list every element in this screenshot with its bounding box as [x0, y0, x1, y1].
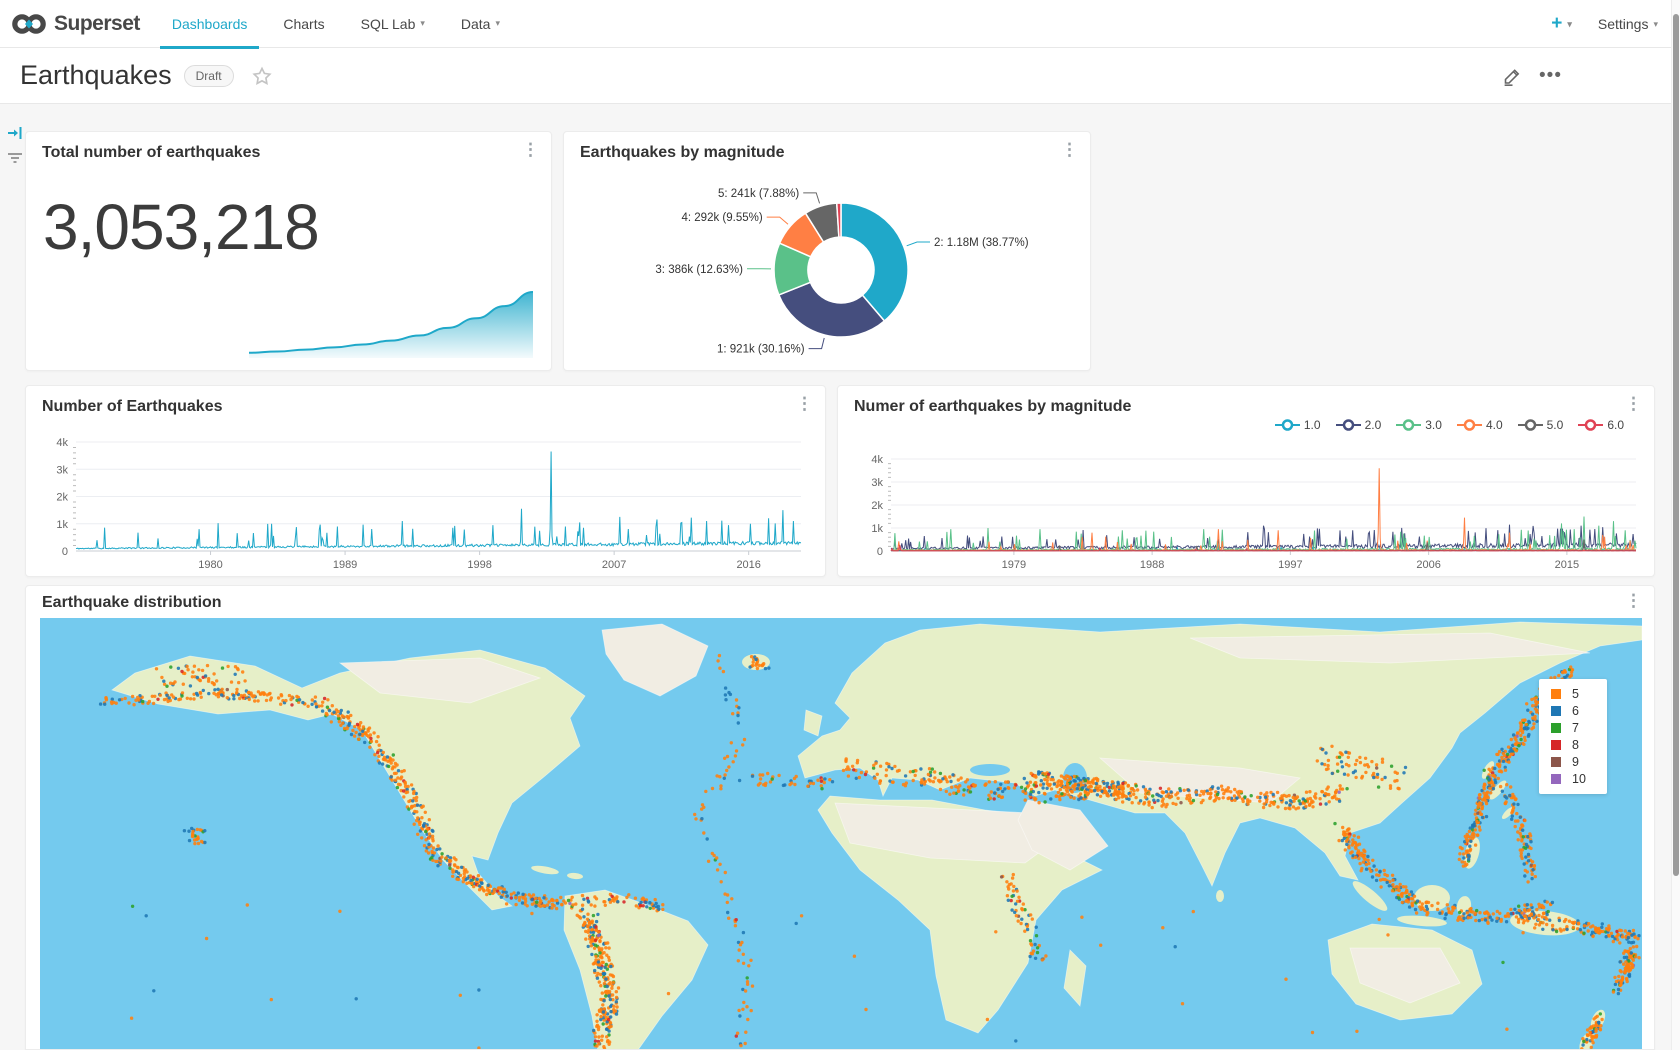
superset-infinity-icon — [12, 13, 46, 34]
expand-filter-bar-icon[interactable] — [7, 126, 23, 140]
svg-text:2016: 2016 — [736, 559, 760, 571]
filter-icon[interactable] — [7, 152, 23, 164]
card-total-earthquakes: Total number of earthquakes ⋮ 3,053,218 — [25, 131, 552, 371]
chart-title: Earthquake distribution — [42, 594, 222, 611]
chevron-down-icon: ▾ — [420, 18, 425, 28]
legend-item-4.0[interactable]: 4.0 — [1456, 418, 1503, 432]
chart-menu-icon[interactable]: ⋮ — [1625, 394, 1642, 413]
earthquakes-timeseries-chart: 0 1k 2k 3k 4k 1980 1989 1998 2007 2016 — [26, 386, 825, 576]
brand-name: Superset — [54, 11, 140, 35]
legend-item-2.0[interactable]: 2.0 — [1335, 418, 1381, 432]
svg-text:1k: 1k — [871, 523, 883, 535]
svg-text:2015: 2015 — [1555, 559, 1579, 571]
svg-text:1980: 1980 — [198, 559, 222, 571]
svg-text:4: 292k (9.55%): 4: 292k (9.55%) — [682, 212, 763, 224]
plus-icon: + — [1551, 13, 1563, 34]
chart-title: Numer of earthquakes by magnitude — [854, 398, 1132, 415]
svg-text:3k: 3k — [871, 477, 883, 489]
more-options-icon[interactable]: ••• — [1539, 65, 1562, 86]
svg-text:0: 0 — [62, 546, 68, 558]
filter-bar-collapsed — [5, 126, 25, 164]
settings-menu[interactable]: Settings ▾ — [1598, 16, 1658, 32]
legend-item-1.0[interactable]: 1.0 — [1274, 418, 1321, 432]
chart-menu-icon[interactable]: ⋮ — [522, 140, 539, 159]
chart-menu-icon[interactable]: ⋮ — [1625, 591, 1642, 610]
world-map[interactable] — [40, 618, 1642, 1049]
magnitude-donut-chart: 2: 1.18M (38.77%) 1: 921k (30.16%) 3: 386k… — [564, 168, 1090, 370]
series-legend: 1.0 2.0 3.0 4.0 5.0 6.0 — [1274, 418, 1624, 432]
legend-item-5.0[interactable]: 5.0 — [1517, 418, 1563, 432]
main-nav: Dashboards Charts SQL Lab ▾ Data ▾ — [154, 0, 518, 49]
status-badge: Draft — [183, 64, 234, 87]
map-legend-item-7: 7 — [1551, 721, 1595, 735]
map-legend-item-8: 8 — [1551, 738, 1595, 752]
favorite-star-icon[interactable] — [251, 66, 272, 86]
scrollbar-thumb[interactable] — [1673, 14, 1679, 876]
svg-text:0: 0 — [877, 546, 883, 558]
legend-item-3.0[interactable]: 3.0 — [1396, 418, 1442, 432]
svg-text:3k: 3k — [56, 464, 68, 476]
nav-item-dashboards[interactable]: Dashboards — [154, 0, 266, 49]
svg-text:4k: 4k — [871, 454, 883, 466]
nav-item-data[interactable]: Data ▾ — [460, 15, 500, 32]
svg-text:4k: 4k — [56, 437, 68, 449]
nav-item-charts[interactable]: Charts — [283, 15, 325, 32]
title-actions: ••• — [1502, 48, 1562, 104]
svg-text:3: 386k (12.63%): 3: 386k (12.63%) — [655, 264, 743, 276]
chart-title: Total number of earthquakes — [42, 144, 261, 161]
legend-item-6.0[interactable]: 6.0 — [1578, 418, 1624, 432]
superset-logo[interactable]: Superset — [0, 12, 154, 36]
svg-text:1998: 1998 — [467, 559, 491, 571]
svg-text:1997: 1997 — [1278, 559, 1302, 571]
svg-text:2: 1.18M (38.77%): 2: 1.18M (38.77%) — [934, 237, 1029, 249]
nav-item-sql-lab[interactable]: SQL Lab ▾ — [360, 15, 425, 32]
chart-menu-icon[interactable]: ⋮ — [1061, 140, 1078, 159]
card-number-of-earthquakes: Number of Earthquakes ⋮ 0 1k 2k 3k 4k 1980 198… — [25, 385, 826, 577]
chart-title: Earthquakes by magnitude — [580, 144, 785, 161]
big-number-value: 3,053,218 — [43, 191, 320, 263]
svg-text:1: 921k (30.16%): 1: 921k (30.16%) — [717, 344, 805, 356]
vertical-scrollbar — [1671, 0, 1680, 1050]
map-legend-item-5: 5 — [1551, 687, 1595, 701]
svg-text:1988: 1988 — [1140, 559, 1164, 571]
edit-pencil-icon[interactable] — [1502, 65, 1523, 87]
chevron-down-icon: ▾ — [495, 18, 500, 28]
top-navbar: Superset Dashboards Charts SQL Lab ▾ Data ▾ +… — [0, 0, 1680, 49]
chevron-down-icon: ▾ — [1567, 18, 1572, 29]
card-earthquake-distribution: Earthquake distribution ⋮ 5 6 7 8 9 10 — [25, 585, 1655, 1050]
svg-text:2006: 2006 — [1416, 559, 1440, 571]
svg-text:5: 241k (7.88%): 5: 241k (7.88%) — [718, 188, 799, 200]
svg-text:2007: 2007 — [602, 559, 626, 571]
svg-text:1979: 1979 — [1002, 559, 1026, 571]
dashboard-header: Earthquakes Draft ••• — [0, 48, 1680, 104]
map-legend: 5 6 7 8 9 10 — [1539, 679, 1607, 794]
map-legend-item-9: 9 — [1551, 755, 1595, 769]
map-legend-item-10: 10 — [1551, 772, 1595, 786]
map-legend-item-6: 6 — [1551, 704, 1595, 718]
chart-menu-icon[interactable]: ⋮ — [796, 394, 813, 413]
svg-text:1k: 1k — [56, 519, 68, 531]
chevron-down-icon: ▾ — [1653, 18, 1658, 29]
nav-right: + ▾ Settings ▾ — [1551, 0, 1658, 48]
svg-text:1989: 1989 — [333, 559, 357, 571]
card-earthquakes-by-magnitude-timeseries: Numer of earthquakes by magnitude ⋮ 1.0 2… — [837, 385, 1655, 577]
magnitude-timeseries-chart: 0 1k 2k 3k 4k 1979 1988 1997 2006 2015 — [838, 386, 1654, 576]
settings-label: Settings — [1597, 16, 1649, 32]
page-title: Earthquakes — [20, 60, 172, 90]
add-new-button[interactable]: + ▾ — [1551, 13, 1572, 35]
card-earthquakes-by-magnitude: Earthquakes by magnitude ⋮ 2: 1.18M (38.… — [563, 131, 1091, 371]
big-number-trendline — [241, 280, 537, 364]
svg-text:2k: 2k — [871, 500, 883, 512]
svg-text:2k: 2k — [56, 492, 68, 504]
chart-title: Number of Earthquakes — [42, 398, 223, 415]
